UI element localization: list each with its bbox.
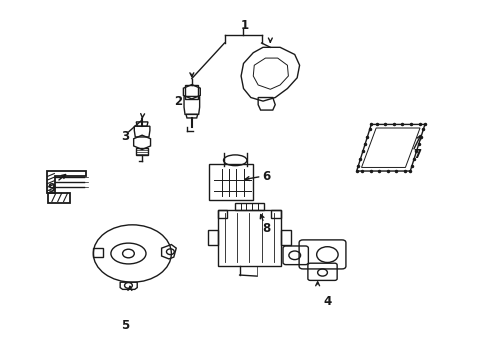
Text: 5: 5: [121, 319, 129, 332]
Bar: [281, 230, 290, 244]
Bar: [217, 211, 281, 266]
Text: 8: 8: [262, 222, 270, 235]
Text: 4: 4: [323, 296, 331, 309]
Text: 1: 1: [240, 19, 248, 32]
Bar: [234, 203, 264, 211]
Bar: [207, 230, 217, 244]
Text: 7: 7: [413, 148, 421, 161]
Text: 3: 3: [121, 130, 129, 144]
Text: 9: 9: [48, 183, 56, 195]
Bar: [217, 211, 227, 218]
Bar: [209, 164, 253, 200]
Bar: [271, 211, 281, 218]
Text: 6: 6: [262, 170, 270, 183]
Text: 2: 2: [174, 95, 183, 108]
